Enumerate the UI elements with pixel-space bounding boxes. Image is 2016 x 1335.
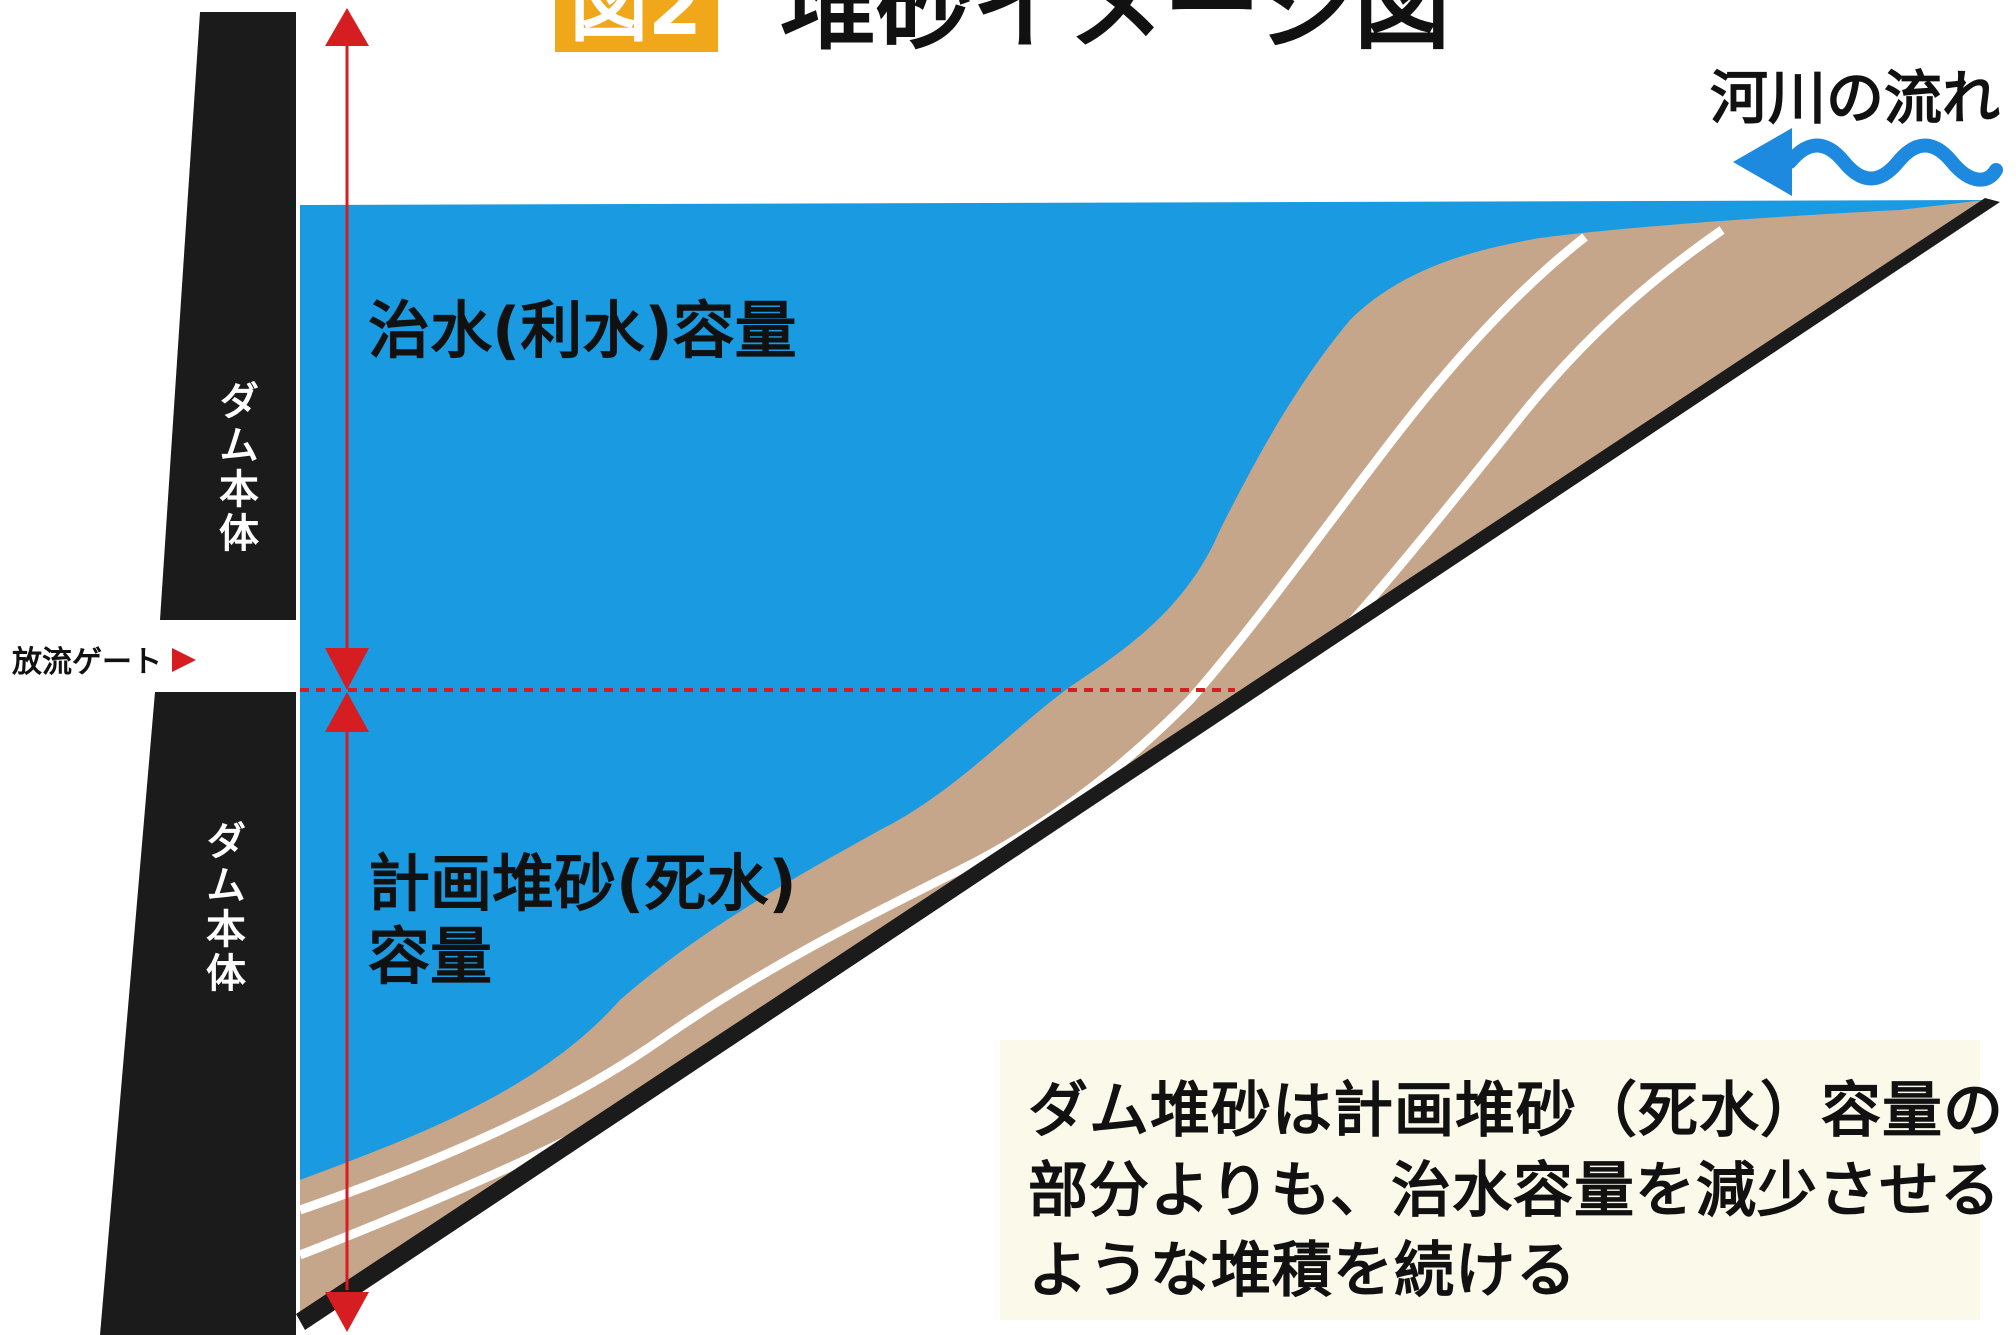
river-flow-arrow-icon [1733,128,2003,196]
flood-capacity-label: 治水(利水)容量 [368,294,797,367]
sediment-capacity-arrow [325,692,369,1332]
note-line-1: ダム堆砂は計画堆砂（死水）容量の [1028,1076,2004,1146]
figure-badge-text: 図2 [570,0,702,53]
dam-body-lower [100,692,296,1335]
note-line-2: 部分よりも、治水容量を減少させる [1028,1156,2001,1226]
riverbed-edge [296,198,2000,1330]
sediment-capacity-label-line1: 計画堆砂(死水) [368,847,797,920]
dam-body-upper [160,12,296,620]
flood-capacity-arrow [325,8,369,690]
note-line-3: ような堆積を続ける [1028,1236,1577,1306]
sediment-capacity-label-line2: 容量 [368,920,492,993]
dam-body-upper-label: ダム本体 [212,380,259,556]
river-flow-label: 河川の流れ [1710,64,2000,132]
dam-body-lower-label: ダム本体 [199,820,246,996]
figure-title: 堆砂イメージ図 [780,0,1450,63]
note-box [1000,1040,1980,1320]
figure-badge [555,0,718,52]
outlet-gate-label: 放流ゲート [11,645,162,680]
outlet-gate-marker-icon [172,648,196,672]
